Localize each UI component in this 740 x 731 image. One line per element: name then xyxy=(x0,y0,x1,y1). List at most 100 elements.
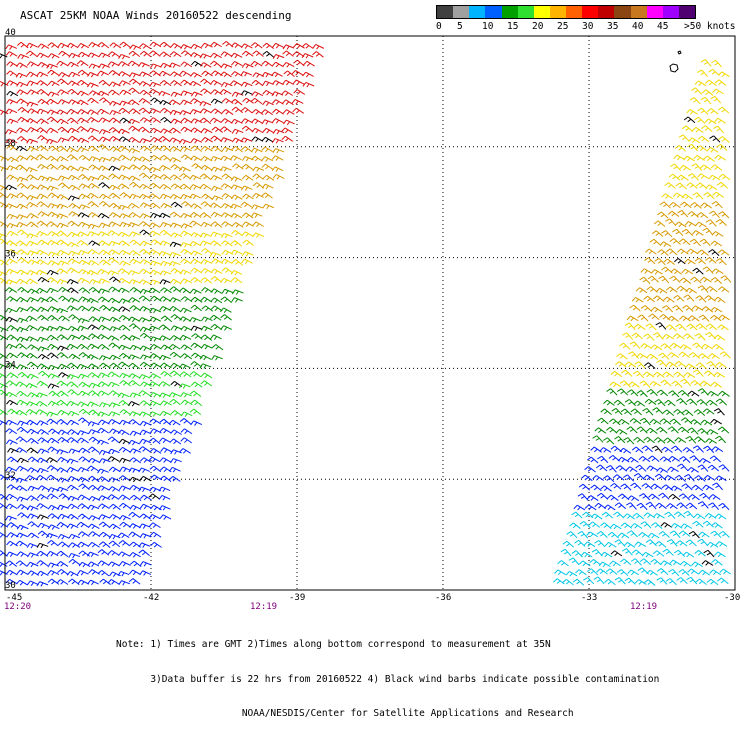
wind-barb-flag xyxy=(7,214,10,218)
wind-barb xyxy=(153,109,161,113)
wind-barb-flag xyxy=(88,128,91,132)
wind-barb-flag xyxy=(17,136,21,139)
wind-barb-flag xyxy=(92,393,95,396)
wind-barb xyxy=(719,362,726,367)
wind-barb-flag xyxy=(40,157,43,160)
wind-barb-flag xyxy=(58,437,62,440)
wind-barb xyxy=(40,582,48,585)
wind-barb xyxy=(144,401,151,407)
wind-barb xyxy=(585,475,592,481)
wind-barb-flag xyxy=(181,51,185,54)
wind-barb-flag xyxy=(91,468,94,471)
wind-barb-flag xyxy=(215,149,218,151)
wind-barb-flag xyxy=(47,494,51,498)
wind-barb-flag xyxy=(129,79,133,82)
wind-barb-flag xyxy=(181,412,184,416)
wind-barb-flag xyxy=(71,403,74,406)
wind-barb-flag xyxy=(88,344,91,348)
wind-barb-flag xyxy=(287,122,289,125)
wind-barb-flag xyxy=(40,272,42,275)
wind-barb-flag xyxy=(28,109,31,113)
wind-barb-flag xyxy=(57,522,60,526)
wind-barb xyxy=(163,325,170,331)
wind-barb-flag xyxy=(61,355,64,357)
wind-barb-flag xyxy=(81,404,84,407)
wind-barb xyxy=(82,514,89,519)
wind-barb-flag xyxy=(38,62,41,66)
wind-barb-flag xyxy=(139,412,142,416)
wind-barb-flag xyxy=(61,403,64,405)
wind-barb-flag xyxy=(99,403,102,407)
wind-barb-flag xyxy=(81,524,84,527)
wind-barb-flag xyxy=(637,476,640,478)
wind-barb-flag xyxy=(108,551,112,555)
wind-barb-flag xyxy=(283,80,286,84)
wind-barb-flag xyxy=(113,516,116,519)
wind-barb-flag xyxy=(110,147,114,151)
wind-barb-flag xyxy=(47,222,51,225)
wind-barb-flag xyxy=(48,193,52,196)
wind-barb-flag xyxy=(130,449,133,453)
wind-barb-flag xyxy=(140,327,143,331)
wind-barb-flag xyxy=(293,108,297,111)
wind-barb xyxy=(599,428,606,433)
wind-barb xyxy=(92,496,100,500)
wind-barb-flag xyxy=(718,554,721,557)
wind-barb-flag xyxy=(665,524,668,527)
wind-barb-flag xyxy=(650,430,653,433)
wind-barb-flag xyxy=(82,214,85,217)
wind-barb-flag xyxy=(16,448,19,452)
wind-barb-flag xyxy=(130,306,134,309)
wind-barb-flag xyxy=(82,157,85,160)
wind-barb-flag xyxy=(554,570,557,574)
wind-barb-flag xyxy=(82,72,85,75)
wind-barb-flag xyxy=(628,352,632,354)
wind-barb xyxy=(194,362,201,367)
wind-barb-flag xyxy=(130,431,133,435)
wind-barb-flag xyxy=(31,347,34,350)
wind-barb-flag xyxy=(231,53,234,57)
wind-barb-flag xyxy=(61,393,64,396)
wind-barb-flag xyxy=(139,81,142,85)
wind-barb-flag xyxy=(59,296,63,299)
wind-barb-flag xyxy=(561,549,565,551)
wind-barb-flag xyxy=(241,91,244,95)
wind-barb-flag xyxy=(671,486,674,490)
wind-barb-flag xyxy=(98,334,101,338)
wind-barb-flag xyxy=(688,375,691,378)
wind-barb-flag xyxy=(119,241,123,244)
wind-barb-flag xyxy=(191,61,194,65)
wind-barb-flag xyxy=(62,366,64,369)
wind-barb-flag xyxy=(563,541,567,544)
wind-barb-flag xyxy=(120,373,123,377)
wind-barb-flag xyxy=(595,516,598,519)
wind-barb-flag xyxy=(165,205,167,208)
wind-barb-flag xyxy=(92,167,95,170)
wind-barb-flag xyxy=(88,505,91,509)
wind-barb-flag xyxy=(113,574,115,577)
wind-barb-flag xyxy=(120,515,123,519)
wind-barb-flag xyxy=(715,436,719,438)
wind-barb xyxy=(255,43,262,48)
wind-barb xyxy=(70,374,78,377)
wind-barb-flag xyxy=(235,197,238,200)
wind-barb-flag xyxy=(191,362,195,365)
wind-barb-flag xyxy=(52,440,55,443)
wind-barb-flag xyxy=(153,421,156,424)
wind-barb-flag xyxy=(641,522,645,525)
wind-barb-flag xyxy=(646,554,649,557)
wind-barb-flag xyxy=(82,149,84,152)
wind-barb xyxy=(638,401,645,406)
wind-barb-flag xyxy=(201,248,205,251)
wind-barb-flag xyxy=(6,440,9,444)
wind-barb-flag xyxy=(161,345,164,349)
wind-barb-flag xyxy=(47,128,50,132)
wind-barb-flag xyxy=(61,310,63,313)
wind-barb-flag xyxy=(640,506,643,508)
wind-barb-flag xyxy=(713,572,716,575)
wind-barb-flag xyxy=(21,206,24,209)
wind-barb-flag xyxy=(242,252,245,256)
wind-barb-flag xyxy=(220,127,224,130)
wind-barb-flag xyxy=(82,280,85,283)
wind-barb xyxy=(163,222,171,225)
